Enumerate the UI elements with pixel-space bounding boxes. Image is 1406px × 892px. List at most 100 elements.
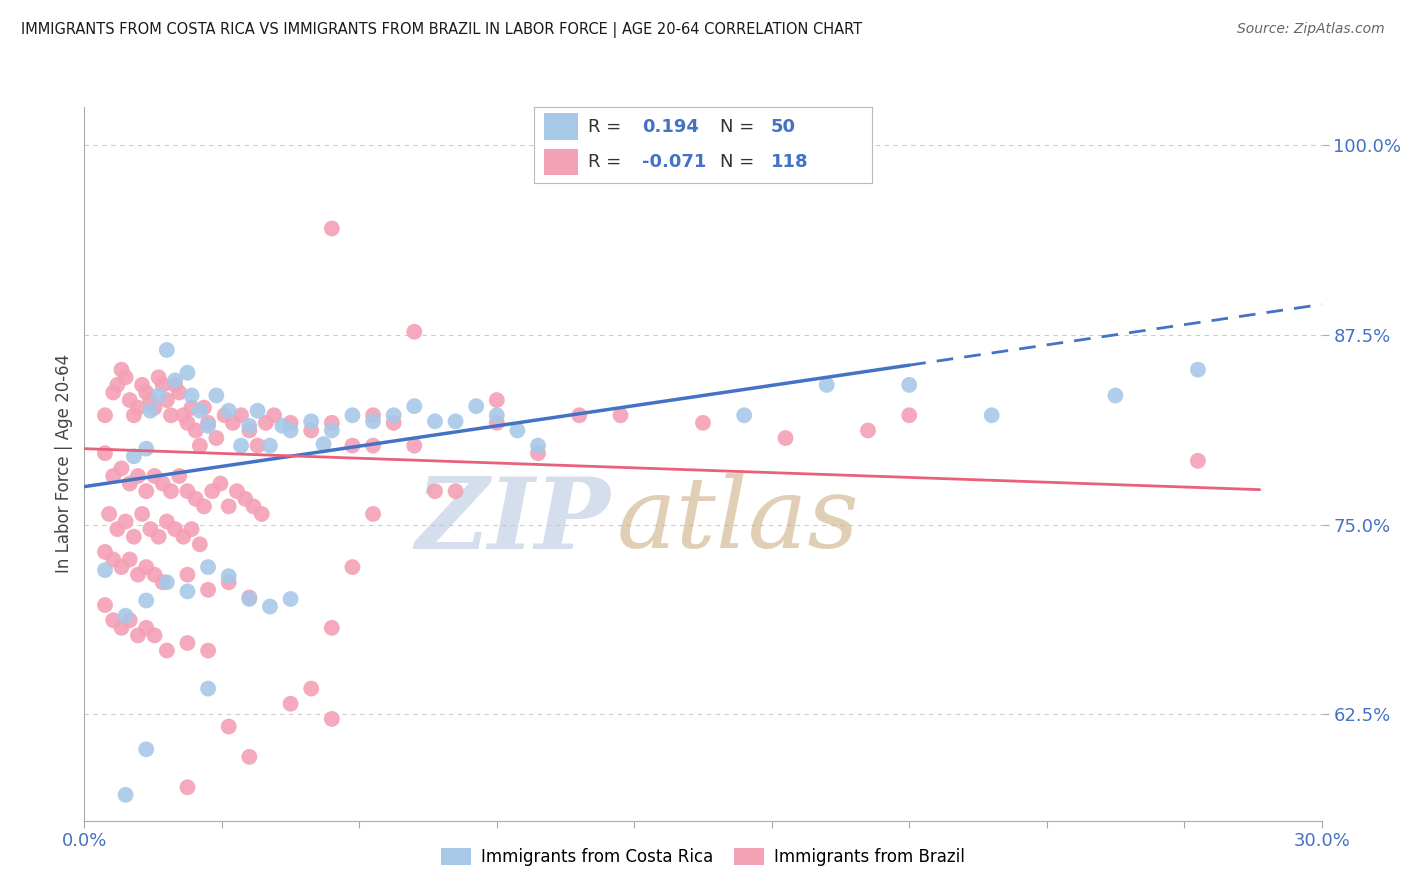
Point xyxy=(114,788,136,802)
Point xyxy=(110,621,132,635)
Point xyxy=(404,325,426,339)
Point xyxy=(423,484,446,499)
Point xyxy=(148,370,170,384)
Point xyxy=(527,446,550,460)
Point xyxy=(180,401,202,415)
Point xyxy=(172,530,194,544)
Point xyxy=(98,507,121,521)
Point xyxy=(176,484,198,499)
Point xyxy=(342,409,364,423)
Point xyxy=(246,403,269,417)
Point xyxy=(135,442,157,456)
Point xyxy=(156,393,179,408)
Point xyxy=(246,439,269,453)
Point xyxy=(139,522,162,536)
Point xyxy=(103,469,125,483)
Text: 0.194: 0.194 xyxy=(643,118,699,136)
Point xyxy=(114,515,136,529)
Point xyxy=(342,439,364,453)
Point xyxy=(980,409,1002,423)
Point xyxy=(209,476,232,491)
Point xyxy=(238,591,260,605)
Point xyxy=(218,575,240,590)
Point xyxy=(122,449,145,463)
Point xyxy=(105,377,128,392)
Point xyxy=(156,343,179,357)
Point xyxy=(167,385,190,400)
Point xyxy=(188,403,211,417)
Point xyxy=(180,522,202,536)
Point xyxy=(165,377,187,392)
Point xyxy=(342,560,364,574)
Point xyxy=(201,484,224,499)
Point xyxy=(205,431,228,445)
Point xyxy=(143,567,166,582)
Point xyxy=(280,416,302,430)
Point xyxy=(118,393,141,408)
Point xyxy=(299,424,322,438)
Point xyxy=(135,742,157,756)
Point xyxy=(382,416,405,430)
Point xyxy=(131,507,153,521)
Point xyxy=(238,418,260,433)
Point xyxy=(506,424,529,438)
Point xyxy=(692,416,714,430)
Point xyxy=(312,437,335,451)
Point xyxy=(165,373,187,387)
Point xyxy=(156,515,179,529)
Point xyxy=(229,439,252,453)
Text: Source: ZipAtlas.com: Source: ZipAtlas.com xyxy=(1237,22,1385,37)
Point xyxy=(94,545,117,559)
Point xyxy=(280,697,302,711)
Point xyxy=(299,414,322,428)
Point xyxy=(143,401,166,415)
Point xyxy=(775,431,797,445)
Point xyxy=(139,393,162,408)
Point xyxy=(898,377,921,392)
Point xyxy=(485,393,508,408)
Point xyxy=(110,461,132,475)
Point xyxy=(172,409,194,423)
Text: atlas: atlas xyxy=(616,474,859,568)
Point xyxy=(176,584,198,599)
Point xyxy=(242,500,264,514)
Point xyxy=(193,401,215,415)
Point xyxy=(444,484,467,499)
Point xyxy=(321,416,343,430)
Point xyxy=(197,681,219,696)
Point xyxy=(143,628,166,642)
Point xyxy=(122,530,145,544)
Point xyxy=(148,530,170,544)
Point xyxy=(361,409,384,423)
Point xyxy=(222,416,245,430)
Point xyxy=(218,569,240,583)
Point xyxy=(184,424,207,438)
Point xyxy=(233,491,256,506)
Point xyxy=(176,567,198,582)
Point xyxy=(404,439,426,453)
Point xyxy=(197,560,219,574)
Point xyxy=(238,750,260,764)
Point xyxy=(135,621,157,635)
Text: 118: 118 xyxy=(770,153,808,171)
Text: IMMIGRANTS FROM COSTA RICA VS IMMIGRANTS FROM BRAZIL IN LABOR FORCE | AGE 20-64 : IMMIGRANTS FROM COSTA RICA VS IMMIGRANTS… xyxy=(21,22,862,38)
Point xyxy=(152,575,174,590)
Point xyxy=(197,582,219,597)
Point xyxy=(193,500,215,514)
Point xyxy=(103,385,125,400)
Bar xyxy=(544,149,578,175)
Point xyxy=(139,403,162,417)
Point xyxy=(176,416,198,430)
Point xyxy=(465,399,488,413)
Point xyxy=(180,388,202,402)
Point xyxy=(122,409,145,423)
Point xyxy=(184,491,207,506)
Point xyxy=(382,409,405,423)
Point xyxy=(423,414,446,428)
Point xyxy=(143,469,166,483)
Point xyxy=(321,621,343,635)
Text: ZIP: ZIP xyxy=(415,473,610,569)
Point xyxy=(218,500,240,514)
Point xyxy=(218,719,240,733)
Point xyxy=(815,377,838,392)
